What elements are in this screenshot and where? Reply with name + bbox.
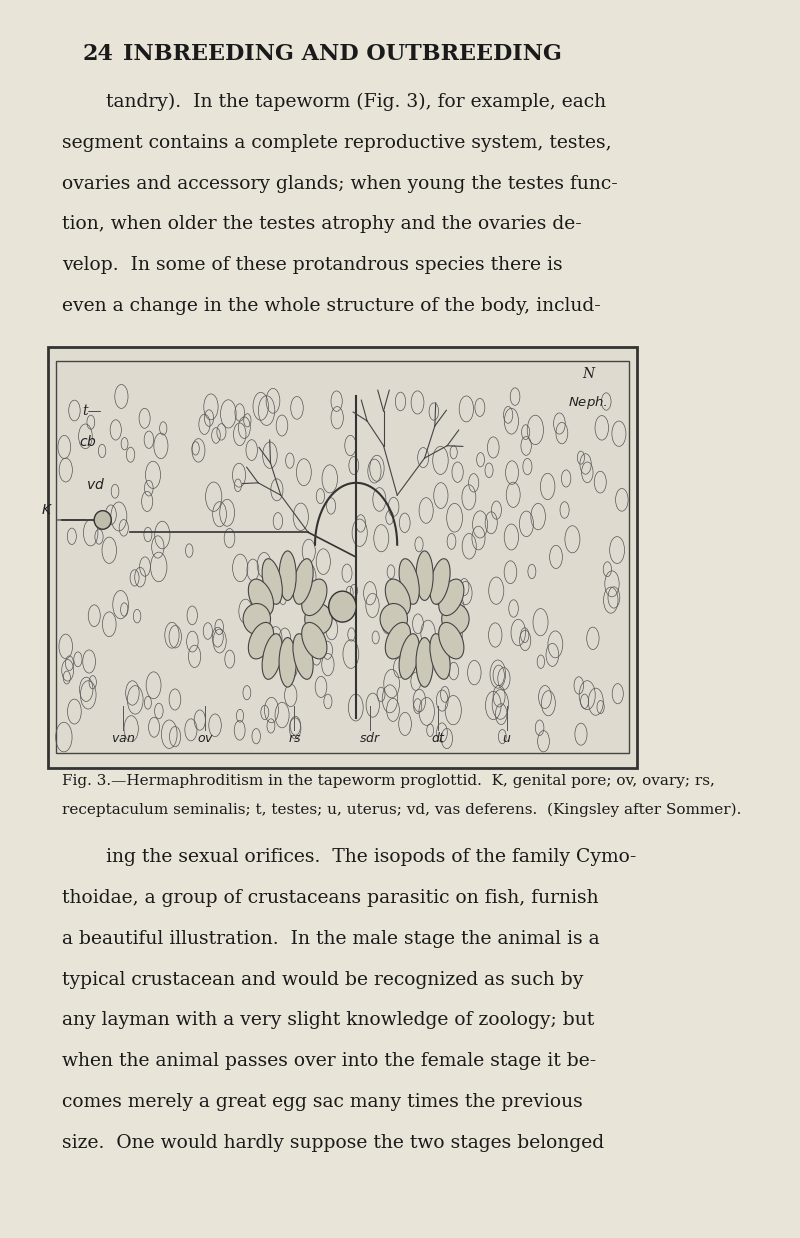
Ellipse shape [442,604,469,635]
Ellipse shape [262,634,282,680]
Text: $\mathit{cb}$: $\mathit{cb}$ [78,433,97,448]
Text: $\mathit{dt}$: $\mathit{dt}$ [430,732,446,745]
Text: even a change in the whole structure of the body, includ-: even a change in the whole structure of … [62,297,600,316]
Text: when the animal passes over into the female stage it be-: when the animal passes over into the fem… [62,1052,596,1071]
Ellipse shape [248,579,274,615]
Ellipse shape [416,638,433,687]
Text: segment contains a complete reproductive system, testes,: segment contains a complete reproductive… [62,134,611,152]
Text: $\mathit{rs}$: $\mathit{rs}$ [288,732,301,745]
Ellipse shape [248,623,274,659]
Ellipse shape [386,623,410,659]
Ellipse shape [386,579,410,615]
Ellipse shape [94,510,111,530]
Text: $\mathit{K}$: $\mathit{K}$ [41,503,53,516]
Text: a beautiful illustration.  In the male stage the animal is a: a beautiful illustration. In the male st… [62,930,599,948]
Ellipse shape [438,623,464,659]
Text: $\mathit{ov}$: $\mathit{ov}$ [197,732,214,745]
Text: tandry).  In the tapeworm (Fig. 3), for example, each: tandry). In the tapeworm (Fig. 3), for e… [106,93,606,111]
Text: 24: 24 [82,43,113,66]
Text: any layman with a very slight knowledge of zoology; but: any layman with a very slight knowledge … [62,1011,594,1030]
Text: tion, when older the testes atrophy and the ovaries de-: tion, when older the testes atrophy and … [62,215,582,234]
Text: INBREEDING AND OUTBREEDING: INBREEDING AND OUTBREEDING [123,43,562,66]
Ellipse shape [430,558,450,604]
FancyBboxPatch shape [56,361,629,753]
FancyBboxPatch shape [48,347,637,768]
Ellipse shape [399,558,419,604]
Ellipse shape [262,558,282,604]
Text: size.  One would hardly suppose the two stages belonged: size. One would hardly suppose the two s… [62,1134,604,1153]
Text: $\mathit{sdr}$: $\mathit{sdr}$ [358,732,381,745]
Ellipse shape [380,604,407,635]
Ellipse shape [293,634,313,680]
Ellipse shape [302,623,327,659]
Text: velop.  In some of these protandrous species there is: velop. In some of these protandrous spec… [62,256,562,275]
Text: receptaculum seminalis; t, testes; u, uterus; vd, vas deferens.  (Kingsley after: receptaculum seminalis; t, testes; u, ut… [62,802,741,817]
Text: Fig. 3.—Hermaphroditism in the tapeworm proglottid.  K, genital pore; ov, ovary;: Fig. 3.—Hermaphroditism in the tapeworm … [62,774,714,787]
Text: thoidae, a group of crustaceans parasitic on fish, furnish: thoidae, a group of crustaceans parasiti… [62,889,598,907]
Ellipse shape [243,604,270,635]
Ellipse shape [279,551,296,600]
Ellipse shape [329,592,356,623]
Ellipse shape [416,551,433,600]
Text: typical crustacean and would be recognized as such by: typical crustacean and would be recogniz… [62,971,583,989]
Ellipse shape [293,558,313,604]
Text: $\mathit{van}$: $\mathit{van}$ [111,732,135,745]
Text: comes merely a great egg sac many times the previous: comes merely a great egg sac many times … [62,1093,582,1112]
Ellipse shape [438,579,464,615]
Text: ing the sexual orifices.  The isopods of the family Cymo-: ing the sexual orifices. The isopods of … [106,848,637,867]
Text: ovaries and accessory glands; when young the testes func-: ovaries and accessory glands; when young… [62,175,618,193]
Ellipse shape [430,634,450,680]
Ellipse shape [279,638,296,687]
Text: $\mathit{u}$: $\mathit{u}$ [502,732,511,745]
Text: $\mathit{vd}$: $\mathit{vd}$ [86,477,105,491]
Ellipse shape [399,634,419,680]
Text: t—: t— [82,404,102,417]
Text: $\mathit{Neph.}$: $\mathit{Neph.}$ [569,394,608,411]
Ellipse shape [302,579,327,615]
Ellipse shape [305,604,332,635]
Text: N: N [582,366,594,380]
